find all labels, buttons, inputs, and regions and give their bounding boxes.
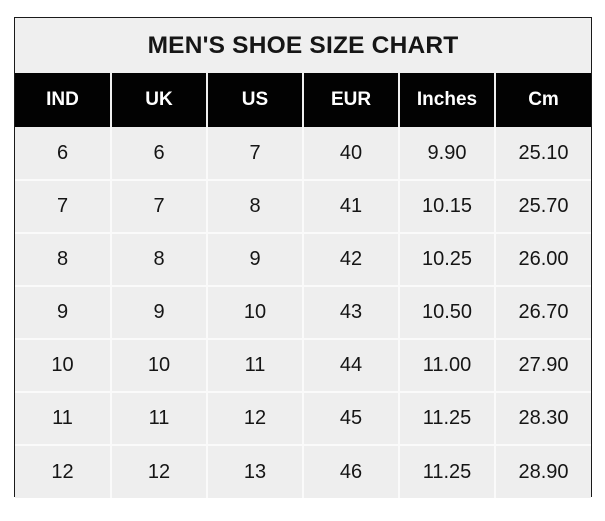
cell-eur: 46 xyxy=(303,444,400,498)
cell-ind: 12 xyxy=(15,444,112,498)
table-body: 6 6 7 40 9.90 25.10 7 7 8 41 10.15 25.70… xyxy=(15,127,591,498)
column-header-ind: IND xyxy=(15,73,112,127)
cell-ind: 7 xyxy=(15,179,112,233)
cell-cm: 25.10 xyxy=(495,127,591,180)
cell-inches: 11.00 xyxy=(399,338,496,392)
cell-eur: 41 xyxy=(303,179,400,233)
cell-inches: 10.50 xyxy=(399,285,496,339)
cell-cm: 25.70 xyxy=(495,179,591,233)
page-title: MEN'S SHOE SIZE CHART xyxy=(147,31,459,59)
cell-us: 9 xyxy=(207,232,304,286)
chart-title-band: MEN'S SHOE SIZE CHART xyxy=(15,18,591,73)
column-header-eur: EUR xyxy=(303,73,400,127)
cell-ind: 6 xyxy=(15,127,112,180)
cell-inches: 11.25 xyxy=(399,391,496,445)
table-row: 9 9 10 43 10.50 26.70 xyxy=(15,285,591,339)
cell-uk: 8 xyxy=(111,232,208,286)
cell-ind: 9 xyxy=(15,285,112,339)
cell-us: 11 xyxy=(207,338,304,392)
cell-uk: 12 xyxy=(111,444,208,498)
table-row: 10 10 11 44 11.00 27.90 xyxy=(15,338,591,392)
cell-us: 8 xyxy=(207,179,304,233)
cell-cm: 28.30 xyxy=(495,391,591,445)
cell-eur: 43 xyxy=(303,285,400,339)
table-header: IND UK US EUR Inches Cm xyxy=(15,73,591,127)
cell-eur: 44 xyxy=(303,338,400,392)
cell-inches: 10.25 xyxy=(399,232,496,286)
cell-ind: 8 xyxy=(15,232,112,286)
cell-inches: 11.25 xyxy=(399,444,496,498)
table-row: 7 7 8 41 10.15 25.70 xyxy=(15,179,591,233)
column-header-inches: Inches xyxy=(399,73,496,127)
cell-uk: 7 xyxy=(111,179,208,233)
cell-uk: 9 xyxy=(111,285,208,339)
cell-cm: 28.90 xyxy=(495,444,591,498)
size-chart-table: IND UK US EUR Inches Cm 6 6 7 40 9.90 25… xyxy=(15,73,591,498)
cell-ind: 11 xyxy=(15,391,112,445)
cell-us: 10 xyxy=(207,285,304,339)
table-header-row: IND UK US EUR Inches Cm xyxy=(15,73,591,127)
table-row: 6 6 7 40 9.90 25.10 xyxy=(15,127,591,180)
cell-eur: 42 xyxy=(303,232,400,286)
cell-us: 12 xyxy=(207,391,304,445)
cell-inches: 10.15 xyxy=(399,179,496,233)
cell-cm: 26.00 xyxy=(495,232,591,286)
cell-uk: 11 xyxy=(111,391,208,445)
cell-ind: 10 xyxy=(15,338,112,392)
cell-eur: 45 xyxy=(303,391,400,445)
column-header-us: US xyxy=(207,73,304,127)
table-row: 8 8 9 42 10.25 26.00 xyxy=(15,232,591,286)
table-row: 11 11 12 45 11.25 28.30 xyxy=(15,391,591,445)
cell-us: 7 xyxy=(207,127,304,180)
cell-eur: 40 xyxy=(303,127,400,180)
table-row: 12 12 13 46 11.25 28.90 xyxy=(15,444,591,498)
cell-uk: 10 xyxy=(111,338,208,392)
cell-cm: 27.90 xyxy=(495,338,591,392)
cell-uk: 6 xyxy=(111,127,208,180)
size-chart-card: MEN'S SHOE SIZE CHART IND UK US EUR Inch… xyxy=(14,17,592,498)
cell-us: 13 xyxy=(207,444,304,498)
column-header-uk: UK xyxy=(111,73,208,127)
cell-cm: 26.70 xyxy=(495,285,591,339)
cell-inches: 9.90 xyxy=(399,127,496,180)
column-header-cm: Cm xyxy=(495,73,591,127)
